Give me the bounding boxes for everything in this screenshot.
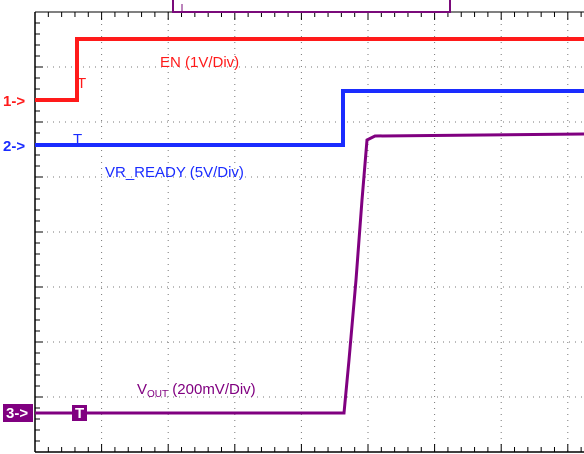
ch1-marker: 1->	[3, 93, 25, 110]
vr-ready-trace	[35, 89, 584, 147]
en-trigger: T	[77, 75, 86, 92]
ch2-marker: 2->	[3, 138, 25, 155]
vout-sub: OUT	[147, 389, 168, 400]
memory-bar	[172, 0, 451, 13]
ch3-marker: 3->	[6, 405, 28, 422]
ch3-marker-box	[3, 404, 33, 422]
en-trace	[35, 37, 584, 102]
grid	[35, 12, 584, 452]
vout-label: VOUT (200mV/Div)	[137, 381, 256, 400]
vout-trigger: T	[75, 405, 84, 422]
vout-rest: (200mV/Div)	[168, 381, 256, 398]
ticks	[34, 11, 582, 453]
vout-trigger-box	[72, 405, 87, 421]
en-label: EN (1V/Div)	[160, 54, 239, 71]
vout-trace	[35, 132, 584, 415]
vr-trigger: T	[73, 131, 82, 148]
vr-ready-label: VR_READY (5V/Div)	[105, 164, 244, 181]
vout-main: V	[137, 381, 147, 398]
